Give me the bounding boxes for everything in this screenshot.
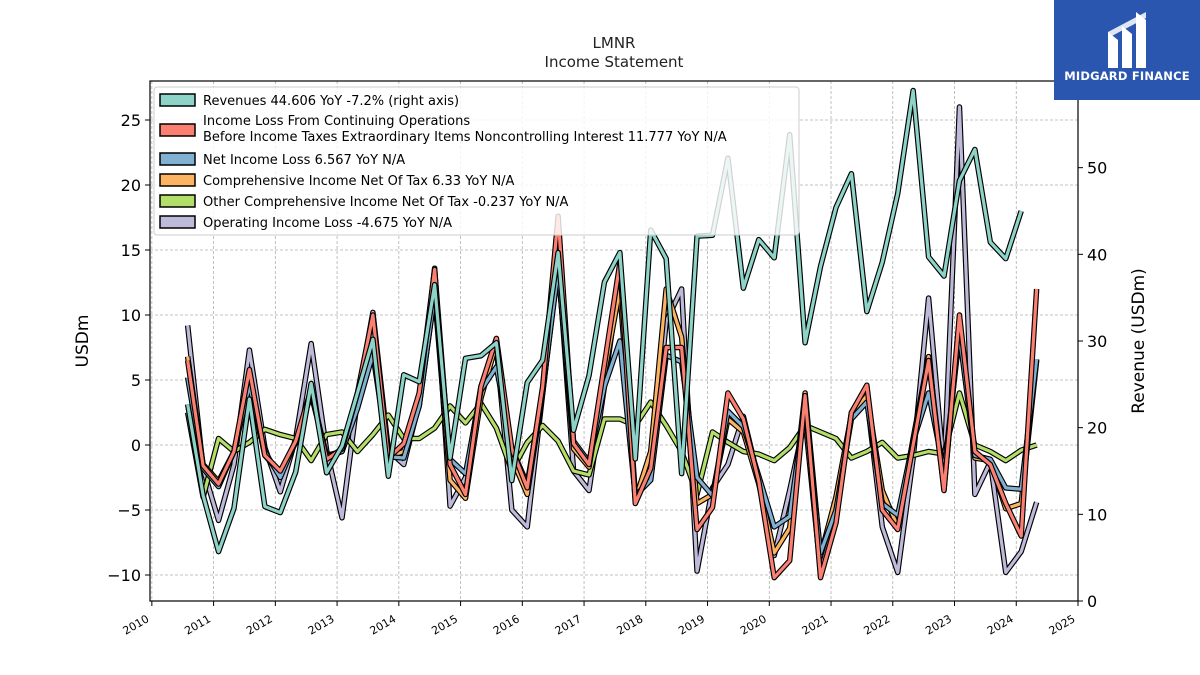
chart-subtitle: Income Statement	[545, 53, 684, 71]
x-tick-label: 2021	[800, 612, 831, 637]
y-tick-label: 10	[121, 306, 141, 325]
y2-tick-label: 50	[1087, 159, 1107, 178]
legend-label: Income Loss From Continuing Operations	[203, 114, 470, 129]
series-line	[186, 391, 1038, 499]
x-tick-label: 2015	[429, 612, 460, 637]
chart-title: LMNR	[593, 34, 636, 52]
y2-tick-label: 10	[1087, 505, 1107, 524]
y2-tick-label: 40	[1087, 245, 1107, 264]
legend-swatch	[159, 215, 196, 229]
legend-item: Net Income Loss 6.567 YoY N/A	[159, 152, 405, 168]
midgard-logo-icon	[1108, 12, 1146, 68]
x-tick-label: 2020	[738, 612, 769, 637]
legend-label: Before Income Taxes Extraordinary Items …	[203, 130, 727, 145]
legend-label: Net Income Loss 6.567 YoY N/A	[203, 153, 405, 168]
legend-box	[153, 86, 800, 236]
legend-item: Income Loss From Continuing OperationsBe…	[159, 114, 727, 145]
legend: Revenues 44.606 YoY -7.2% (right axis) In…	[153, 86, 800, 236]
series-4	[184, 390, 1038, 500]
legend-item: Comprehensive Income Net Of Tax 6.33 YoY…	[159, 173, 515, 189]
legend-item: Revenues 44.606 YoY -7.2% (right axis)	[159, 93, 459, 109]
y-tick-label: −5	[117, 501, 141, 520]
x-tick-label: 2025	[1047, 612, 1078, 637]
y-tick-label: 15	[121, 241, 141, 260]
series-line	[186, 214, 1039, 580]
logo-text: MIDGARD FINANCE	[1064, 69, 1190, 83]
legend-swatch	[159, 194, 196, 208]
x-tick-label: 2017	[553, 612, 584, 637]
legend-label: Operating Income Loss -4.675 YoY N/A	[203, 216, 452, 231]
x-tick-label: 2018	[615, 612, 646, 637]
legend-item: Other Comprehensive Income Net Of Tax -0…	[159, 194, 569, 210]
y-tick-label: 0	[131, 436, 141, 455]
y-axis-label: USDm	[73, 315, 93, 368]
x-tick-label: 2014	[368, 612, 399, 637]
y-tick-label: 5	[131, 371, 141, 390]
x-tick-label: 2023	[923, 612, 954, 637]
y-tick-label: 20	[121, 176, 141, 195]
legend-label: Revenues 44.606 YoY -7.2% (right axis)	[203, 94, 459, 109]
x-tick-label: 2011	[182, 612, 213, 637]
y2-tick-label: 30	[1087, 332, 1107, 351]
series-0	[184, 87, 1024, 555]
legend-swatch	[159, 93, 196, 107]
x-tick-label: 2016	[491, 612, 522, 637]
series-1	[184, 213, 1040, 581]
legend-label: Other Comprehensive Income Net Of Tax -0…	[203, 195, 569, 210]
x-tick-label: 2019	[676, 612, 707, 637]
y2-axis-label: Revenue (USDm)	[1129, 268, 1149, 414]
x-tick-label: 2010	[121, 612, 152, 637]
x-tick-label: 2024	[985, 612, 1016, 637]
legend-swatch	[159, 152, 196, 166]
x-tick-label: 2012	[244, 612, 275, 637]
legend-swatch	[159, 123, 196, 137]
y-tick-label: 25	[121, 111, 141, 130]
y2-tick-label: 0	[1087, 592, 1097, 611]
legend-item: Operating Income Loss -4.675 YoY N/A	[159, 215, 452, 231]
y-tick-label: −10	[107, 566, 141, 585]
x-tick-label: 2013	[306, 612, 337, 637]
legend-swatch	[159, 173, 196, 187]
legend-label: Comprehensive Income Net Of Tax 6.33 YoY…	[203, 174, 515, 189]
y2-tick-label: 20	[1087, 419, 1107, 438]
series-layer	[184, 87, 1040, 581]
brand-logo: MIDGARD FINANCE	[1054, 0, 1200, 100]
x-tick-label: 2022	[862, 612, 893, 637]
series-line	[186, 88, 1023, 554]
